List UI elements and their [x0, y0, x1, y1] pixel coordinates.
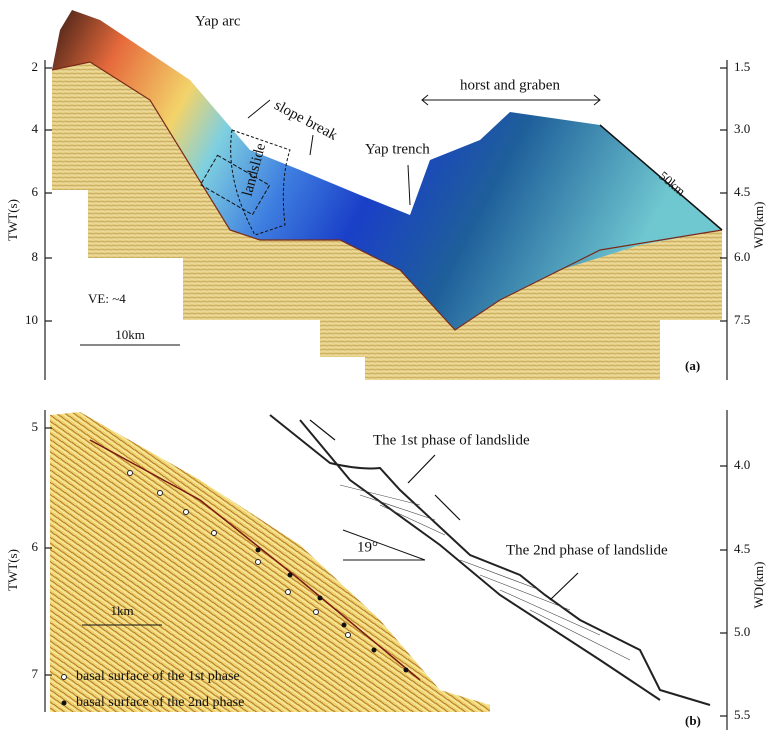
- filled-points: [255, 547, 409, 673]
- tick-label: 7: [32, 666, 39, 681]
- zoom-box: [199, 154, 271, 216]
- tick-label: 4.5: [734, 184, 750, 199]
- tick-label: 4.5: [734, 541, 750, 556]
- annotation: horst and graben: [460, 77, 560, 93]
- legend-marker: [61, 700, 67, 706]
- right-axis: [720, 60, 728, 380]
- right-axis: [720, 410, 728, 730]
- axis-title: TWT(s): [5, 549, 20, 591]
- width-line: [599, 124, 723, 231]
- legend-marker: [61, 674, 67, 680]
- landslide-sketch: [269, 414, 711, 706]
- bathymetry-surface: [52, 10, 722, 330]
- annotation: slope break: [272, 97, 341, 144]
- tick-label: 3.0: [734, 121, 750, 136]
- open-points: [127, 470, 351, 638]
- landslide-outline: [230, 129, 291, 236]
- angle-lines: [342, 529, 426, 561]
- annotation: Yap trench: [365, 141, 430, 157]
- seafloor-line: [51, 61, 723, 331]
- tick-label: 5.0: [734, 624, 750, 639]
- arrows: [309, 419, 579, 601]
- tick-label: 4.0: [734, 457, 750, 472]
- axis-title: WD(km): [751, 562, 766, 609]
- tick-label: 5: [32, 419, 39, 434]
- legend-label: basal surface of the 1st phase: [76, 669, 240, 684]
- sketch-hatching: [339, 484, 631, 661]
- annotation: 19°: [357, 539, 378, 555]
- tick-label: 2: [32, 59, 39, 74]
- legend-label: basal surface of the 2nd phase: [76, 695, 244, 710]
- axis-title: TWT(s): [5, 199, 20, 241]
- tick-label: 8: [32, 249, 39, 264]
- tick-label: 5.5: [734, 707, 750, 722]
- tick-label: 7.5: [734, 312, 750, 327]
- panel-label: (a): [685, 358, 700, 373]
- arrow-heads: [421, 94, 601, 106]
- reflector: [89, 439, 421, 681]
- tick-label: 1.5: [734, 59, 750, 74]
- annotation: VE: ~4: [88, 291, 126, 306]
- panel-a: 2 4 6 8 10 1.5 3.0 4.5 6.0 7.5 TWT(s) WD…: [5, 10, 766, 380]
- panel-b: 5 6 7 4.0 4.5 5.0 5.5 TWT(s) WD(km) The …: [5, 410, 766, 730]
- pointer-lines: [247, 99, 411, 206]
- seismic-profile: [50, 412, 490, 712]
- tick-label: 10: [25, 312, 38, 327]
- panel-label: (b): [685, 713, 701, 728]
- tick-label: 4: [32, 121, 39, 136]
- tick-label: 6: [32, 184, 39, 199]
- annotation: The 1st phase of landslide: [373, 432, 530, 448]
- tick-label: 6.0: [734, 249, 750, 264]
- left-axis: [44, 410, 52, 712]
- scale-label: 1km: [110, 603, 133, 618]
- scale-label: 10km: [115, 327, 145, 342]
- annotation: Yap arc: [195, 13, 241, 29]
- axis-title: WD(km): [751, 202, 766, 249]
- annotation: The 2nd phase of landslide: [506, 542, 668, 558]
- left-axis: [44, 60, 52, 380]
- tick-label: 6: [32, 539, 39, 554]
- seismic-section: [52, 62, 722, 380]
